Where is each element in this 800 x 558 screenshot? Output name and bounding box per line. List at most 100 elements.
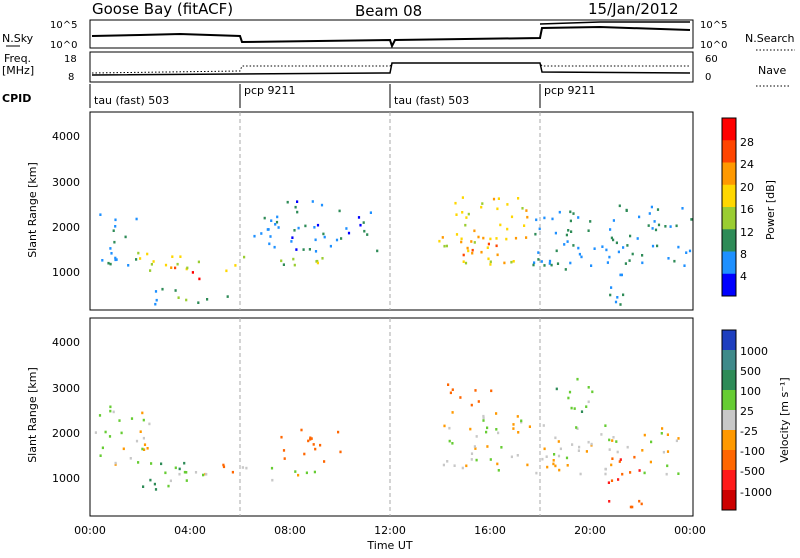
power-cbar-swatch [722,251,736,275]
power-cbar-tick-8: 8 [740,248,747,261]
power-cell [641,254,644,257]
nave-tick-bottom: 0 [705,72,711,83]
power-cell [496,253,499,257]
velocity-cell [489,458,492,461]
power-cell [477,235,480,239]
velocity-cell [571,443,574,446]
nave-tick-top: 60 [705,54,718,65]
power-cell [146,252,149,256]
velocity-cell [543,447,546,451]
power-cbar-swatch [722,140,736,163]
velocity-cell [555,387,558,391]
power-cell [338,209,341,213]
nave-line [91,62,690,74]
site-title: Goose Bay (fitACF) [92,0,233,18]
power-cell [464,261,468,265]
velocity-cell [154,488,158,491]
velocity-cell [485,430,488,434]
power-cell [186,266,189,270]
power-cell [657,223,661,227]
power-cell [503,261,506,265]
power-cell [234,264,237,267]
velocity-cell [178,467,181,471]
velocity-cell [591,390,594,394]
power-cell [295,248,298,251]
power-cell [471,251,474,255]
velocity-cell [575,426,578,429]
velocity-panel: Slant Range [km] 4000 3000 2000 1000 [26,317,694,517]
power-cell [174,289,177,292]
velocity-cell [202,473,205,477]
velocity-cell [120,431,123,435]
velocity-cell [512,423,515,426]
power-cell [275,220,279,224]
velocity-cell [282,449,286,452]
velocity-cell [305,471,308,475]
power-cell [614,300,618,304]
power-cell [290,240,293,243]
power-cell [487,257,490,261]
velocity-cell [649,460,652,464]
velocity-cell [579,472,582,476]
power-cell [532,263,535,267]
power-cell [497,197,500,200]
velocity-cell [309,438,312,441]
power-cell [525,209,528,212]
velocity-cell [567,396,570,400]
power-cell [563,243,566,246]
xtick-1600: 16:00 [474,524,506,537]
power-cell [323,235,326,239]
velocity-cell [604,467,607,471]
velocity-cell [629,505,632,509]
power-cell [454,201,457,205]
power-cell [654,228,658,232]
velocity-cell [482,416,485,419]
power-cell [608,255,611,259]
xtick-0800: 08:00 [274,524,306,537]
power-cell [464,223,467,227]
velocity-cell [447,383,450,386]
velocity-cell [139,430,142,433]
velocity-cell [554,436,557,440]
velocity-cell [312,443,315,446]
power-cell [489,263,492,266]
power-cell [609,228,612,231]
power-cell [540,260,543,263]
power-cbar-tick-12: 12 [740,226,754,239]
power-cell [636,237,639,240]
velocity-cell [497,431,500,435]
power-cell [311,200,314,203]
power-cell [517,197,520,200]
velocity-cell [661,427,664,430]
power-cell [526,215,529,219]
power-cell [154,302,157,306]
velocity-cell [577,449,580,452]
velocity-cell [300,428,303,432]
nsearch-label: N.Search [745,32,795,45]
velocity-cell [169,479,172,483]
velocity-cell [638,499,641,503]
velocity-cell [510,455,513,459]
power-cell [578,252,581,256]
power-colorbar: 28 24 20 16 12 8 4 Power [dB] [721,117,777,297]
power-cell [548,262,551,265]
velocity-cell [568,390,572,394]
velocity-cell [99,454,102,457]
velocity-cell [604,472,607,476]
power-cell [685,251,688,254]
power-cell [314,250,318,253]
velocity-ytick-2000: 2000 [52,427,80,440]
power-cell [648,212,651,215]
power-cell [357,216,361,219]
velocity-cell [643,471,646,475]
velocity-cell [143,443,147,446]
power-cbar-swatch [722,207,736,230]
velocity-cell [142,418,145,422]
power-cell [347,231,351,235]
velocity-cell [611,457,614,460]
velocity-cell [141,411,144,415]
velocity-cell [323,460,326,463]
power-cell [135,258,138,261]
power-cell [139,257,142,260]
power-cell [554,231,557,235]
